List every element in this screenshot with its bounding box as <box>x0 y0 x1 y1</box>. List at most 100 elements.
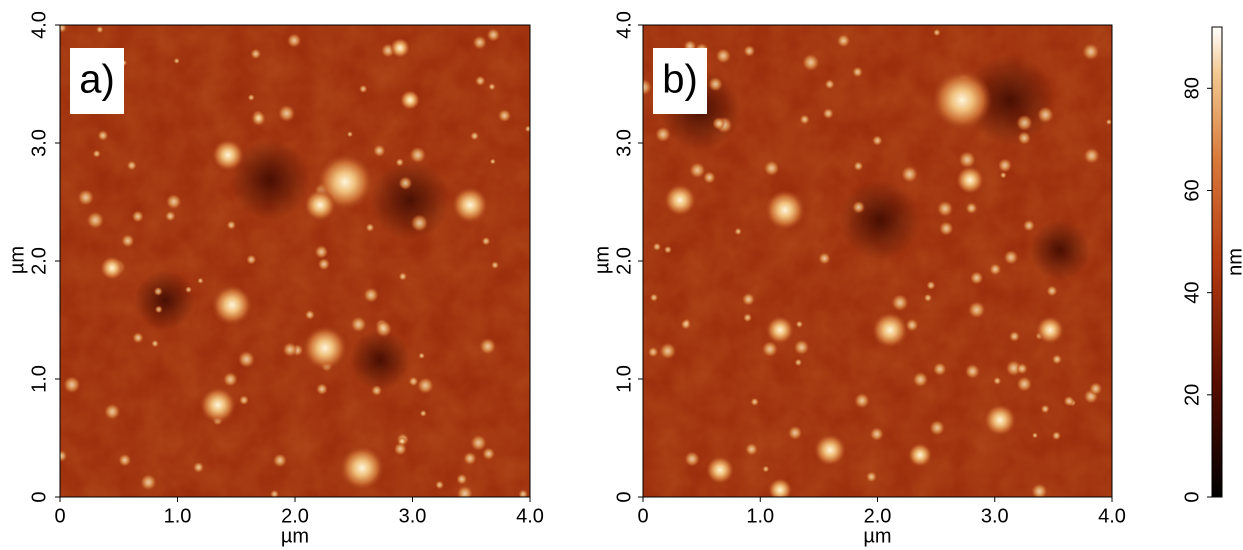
y-tick-label: 1.0 <box>613 365 635 393</box>
particle <box>452 187 488 223</box>
particle <box>212 285 252 325</box>
grain <box>1105 118 1112 126</box>
grain <box>497 108 512 123</box>
grain <box>734 227 742 236</box>
particle <box>814 434 846 466</box>
x-tick-label: 0 <box>54 505 65 527</box>
grain <box>933 28 941 37</box>
grain <box>164 210 176 222</box>
grain <box>1031 432 1038 439</box>
grain <box>153 287 163 296</box>
grain <box>481 236 491 246</box>
grain <box>418 352 425 360</box>
x-tick-label: 4.0 <box>1098 505 1126 527</box>
grain <box>1040 404 1050 414</box>
grain <box>470 434 487 452</box>
particle <box>956 166 984 194</box>
grain <box>131 210 144 223</box>
x-tick-label: 2.0 <box>281 505 309 527</box>
grain <box>524 125 530 133</box>
grain <box>853 161 864 171</box>
grain <box>346 131 353 138</box>
colorbar: 0 20 40 60 80 nm <box>1181 26 1243 503</box>
particle <box>908 443 932 467</box>
particle <box>766 316 794 344</box>
grain <box>852 200 865 214</box>
grain <box>272 453 288 468</box>
grain <box>155 305 163 314</box>
particle <box>212 139 244 171</box>
grain <box>456 473 468 485</box>
grain <box>708 76 723 92</box>
grain <box>703 171 716 184</box>
grain <box>435 480 444 490</box>
grain <box>1083 147 1100 164</box>
grain <box>795 320 804 328</box>
grain <box>456 485 474 497</box>
grain <box>762 465 770 473</box>
grain <box>1051 354 1063 365</box>
particle <box>400 90 420 110</box>
grain <box>1017 131 1031 145</box>
grain <box>282 342 298 357</box>
grain <box>92 149 101 158</box>
grain <box>799 114 810 125</box>
colorbar-tick-label: 60 <box>1181 179 1203 201</box>
grain <box>818 252 831 265</box>
grain <box>745 442 759 456</box>
grain <box>715 48 732 64</box>
afm-panel: a) 0 1.0 2.0 3.0 4.0 0 1.0 2.0 3.0 4.0 µm µm <box>6 11 544 547</box>
grain <box>663 245 672 254</box>
grain <box>398 176 413 190</box>
grain <box>518 489 529 497</box>
y-tick-label: 1.0 <box>28 365 50 393</box>
grain <box>472 35 487 50</box>
grain <box>1046 285 1058 297</box>
particle <box>768 478 792 497</box>
particle <box>932 70 992 130</box>
grain <box>926 280 936 290</box>
grain <box>1016 362 1028 375</box>
grain <box>185 286 192 293</box>
grain <box>684 451 700 467</box>
grain <box>912 371 929 388</box>
grain <box>86 211 105 230</box>
y-tick-label: 3.0 <box>613 129 635 157</box>
grain <box>398 272 408 281</box>
grain <box>317 258 331 271</box>
afm-panel: b) 0 1.0 2.0 3.0 4.0 0 1.0 2.0 3.0 4.0 µm µm <box>591 11 1126 547</box>
particle <box>100 256 124 280</box>
grain <box>488 83 496 91</box>
grain <box>793 339 810 356</box>
grain <box>969 271 984 285</box>
grain <box>923 293 933 303</box>
grain <box>491 261 499 270</box>
x-tick-label: 3.0 <box>399 505 427 527</box>
grain <box>999 171 1007 179</box>
grain <box>409 146 427 164</box>
y-tick-label: 4.0 <box>613 11 635 39</box>
x-tick-label: 1.0 <box>164 505 192 527</box>
grain <box>869 427 884 442</box>
grain <box>654 126 671 143</box>
grain <box>371 384 383 397</box>
grain <box>801 53 820 72</box>
grain <box>993 376 1002 385</box>
grain <box>763 160 780 177</box>
grain <box>350 316 367 333</box>
grain <box>761 340 779 358</box>
grain <box>393 442 407 456</box>
grain <box>286 33 302 48</box>
grain <box>193 461 205 473</box>
dark-region <box>350 330 410 390</box>
grain <box>743 313 753 323</box>
y-tick-label: 2.0 <box>28 247 50 275</box>
grain <box>712 117 726 130</box>
grain <box>132 332 144 344</box>
grain <box>96 25 104 34</box>
grain <box>359 84 368 94</box>
grain <box>238 395 249 406</box>
grain <box>60 25 67 33</box>
